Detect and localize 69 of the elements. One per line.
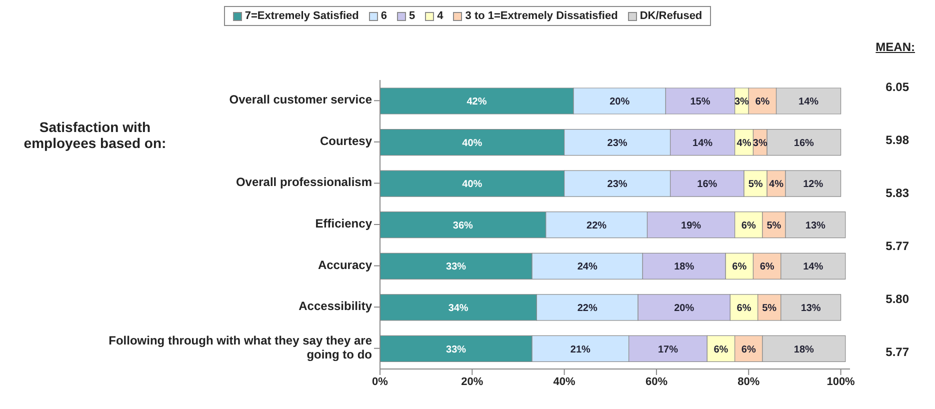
data-label: 20%: [610, 96, 630, 108]
data-label: 36%: [452, 220, 474, 232]
y-tick-label: Accessibility: [298, 299, 372, 314]
text: 5.80: [886, 292, 909, 306]
y-tick-label: Efficiency: [315, 216, 372, 231]
data-label: 19%: [681, 220, 702, 232]
data-label: 18%: [794, 344, 814, 356]
data-label: 6%: [760, 262, 774, 273]
data-label: 14%: [803, 262, 824, 273]
data-label: 12%: [803, 179, 824, 190]
x-tick-label: 60%: [645, 376, 668, 388]
data-label: 42%: [466, 96, 487, 108]
data-label: 5%: [748, 179, 763, 190]
data-label: 17%: [658, 344, 678, 356]
data-label: 23%: [607, 138, 628, 149]
y-tick-label: Courtesy: [320, 134, 372, 148]
data-label: 22%: [586, 220, 607, 232]
legend-label: 3 to 1=Extremely Dissatisfied: [464, 10, 618, 22]
text: 5.83: [886, 186, 909, 200]
text: MEAN:: [876, 40, 915, 54]
data-label: 14%: [798, 96, 819, 108]
legend-label: 5: [408, 10, 416, 22]
x-tick-label: 20%: [461, 376, 484, 388]
data-label: 3%: [752, 138, 768, 149]
legend-label: DK/Refused: [638, 10, 702, 22]
data-label: 15%: [690, 96, 710, 108]
data-label: 24%: [577, 262, 598, 273]
side-heading: Satisfaction with employees based on:: [22, 119, 168, 152]
text: 5.98: [886, 133, 909, 148]
data-label: 40%: [462, 179, 482, 190]
data-label: 6%: [741, 344, 756, 356]
text: 5.77: [886, 238, 909, 253]
data-label: 13%: [805, 220, 826, 232]
data-label: 33%: [446, 344, 466, 356]
data-label: 5%: [762, 302, 777, 314]
data-label: 34%: [448, 302, 468, 314]
y-tick-label: Accuracy: [318, 258, 372, 272]
data-label: 18%: [674, 262, 694, 273]
data-label: 6%: [741, 220, 756, 232]
data-label: 20%: [674, 302, 694, 314]
data-label: 3%: [734, 96, 750, 108]
legend-label: 6: [380, 10, 388, 22]
x-tick-label: 80%: [738, 376, 760, 388]
data-label: 23%: [607, 179, 628, 190]
y-tick-label: Overall professionalism: [236, 175, 372, 190]
data-label: 33%: [446, 262, 466, 273]
data-label: 14%: [692, 138, 713, 149]
x-tick-label: 40%: [553, 376, 576, 388]
data-label: 4%: [736, 138, 752, 149]
data-label: 16%: [794, 138, 814, 149]
data-label: 6%: [736, 302, 752, 314]
data-label: 4%: [769, 179, 784, 190]
x-tick-label: 0%: [372, 376, 388, 388]
x-tick-label: 100%: [826, 376, 856, 388]
data-label: 40%: [462, 138, 482, 149]
legend-label: 7=Extremely Satisfied: [244, 10, 359, 22]
y-tick-label: Overall customer service: [229, 92, 372, 107]
data-label: 22%: [577, 302, 598, 314]
data-label: 16%: [697, 179, 718, 190]
y-tick-label: Following through with what they say they are going to do: [108, 334, 372, 362]
data-label: 6%: [732, 262, 747, 273]
data-label: 21%: [570, 344, 591, 356]
text: 6.05: [886, 80, 909, 94]
legend-label: 4: [436, 10, 444, 22]
text: 5.77: [886, 344, 909, 359]
data-label: 13%: [800, 302, 821, 314]
data-label: 6%: [755, 96, 770, 108]
data-label: 6%: [714, 344, 728, 356]
data-label: 5%: [766, 220, 782, 232]
